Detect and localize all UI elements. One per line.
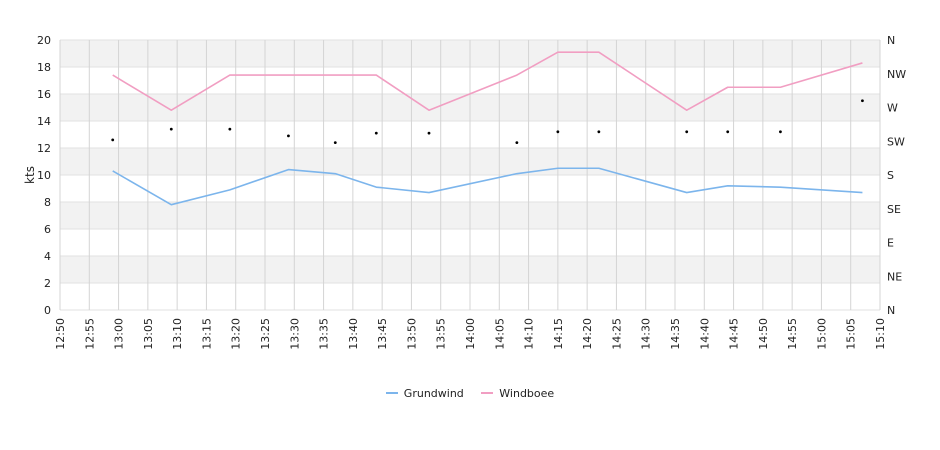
x-tick-label: 14:20 — [581, 318, 594, 350]
direction-tick-label: NW — [887, 68, 906, 81]
x-tick-label: 15:05 — [845, 318, 858, 350]
y-tick-label: 20 — [37, 34, 51, 47]
x-tick-label: 14:00 — [464, 318, 477, 350]
x-tick-label: 14:30 — [640, 318, 653, 350]
direction-point — [556, 130, 560, 134]
legend-item-windboee[interactable]: Windboee — [481, 387, 554, 400]
x-tick-label: 15:10 — [874, 318, 887, 350]
y-tick-label: 14 — [37, 115, 51, 128]
y-tick-label: 16 — [37, 88, 51, 101]
series-line-windboee — [112, 51, 863, 111]
y-tick-label: 6 — [44, 223, 51, 236]
x-tick-label: 13:45 — [376, 318, 389, 350]
y-tick-label: 8 — [44, 196, 51, 209]
y-tick-label: 4 — [44, 250, 51, 263]
x-tick-label: 14:55 — [786, 318, 799, 350]
legend-item-grundwind[interactable]: Grundwind — [385, 386, 464, 400]
direction-tick-label: SW — [887, 135, 905, 148]
x-tick-label: 15:00 — [815, 318, 828, 350]
y-tick-label: 2 — [44, 277, 51, 290]
x-tick-label: 13:10 — [171, 318, 184, 350]
x-tick-label: 13:50 — [405, 318, 418, 350]
series-line-grundwind — [112, 167, 863, 206]
direction-point — [779, 130, 782, 134]
direction-point — [427, 131, 431, 135]
x-tick-label: 14:45 — [728, 318, 741, 350]
direction-point — [685, 130, 689, 134]
legend-label-grundwind: Grundwind — [403, 386, 464, 400]
direction-point — [228, 127, 232, 131]
direction-point — [333, 141, 337, 145]
direction-point — [169, 127, 173, 131]
x-tick-label: 14:40 — [698, 318, 711, 350]
y-axis-title: kts — [23, 166, 37, 184]
direction-tick-label: S — [887, 169, 894, 182]
y-tick-label: 0 — [44, 304, 51, 317]
x-tick-label: 13:55 — [435, 318, 448, 350]
direction-points — [111, 99, 864, 145]
x-tick-label: 13:00 — [113, 318, 126, 350]
x-tick-label: 13:40 — [347, 318, 360, 350]
x-tick-label: 13:25 — [259, 318, 272, 350]
direction-axis-ticks: N NE E SE S SW W NW N — [887, 34, 906, 317]
x-tick-label: 14:10 — [523, 318, 536, 350]
x-tick-label: 14:50 — [757, 318, 770, 350]
direction-tick-label: E — [887, 237, 894, 250]
x-tick-label: 14:05 — [493, 318, 506, 350]
direction-point — [726, 130, 730, 134]
direction-point — [287, 134, 290, 138]
direction-tick-label: N — [887, 304, 895, 317]
x-tick-label: 14:15 — [552, 318, 565, 350]
x-tick-label: 13:35 — [318, 318, 331, 350]
y-tick-label: 12 — [37, 142, 51, 155]
x-tick-label: 14:35 — [669, 318, 682, 350]
y-tick-label: 18 — [37, 61, 51, 74]
direction-tick-label: N — [887, 34, 895, 47]
direction-tick-label: W — [887, 102, 898, 115]
x-tick-label: 13:05 — [142, 318, 155, 350]
legend-swatch-grundwind — [385, 392, 398, 394]
legend-label-windboee: Windboee — [499, 386, 555, 400]
x-axis-ticks: 12:50 12:55 13:00 13:05 13:10 13:15 13:20 13:25… — [54, 318, 887, 350]
x-tick-label: 14:25 — [610, 318, 623, 350]
series-lines — [112, 51, 863, 206]
x-tick-label: 13:30 — [288, 318, 301, 350]
x-tick-label: 13:20 — [230, 318, 243, 350]
direction-tick-label: SE — [887, 203, 901, 216]
x-tick-label: 12:50 — [54, 318, 67, 350]
x-tick-label: 13:15 — [200, 318, 213, 350]
y-tick-label: 10 — [37, 169, 51, 182]
legend-swatch-windboee — [481, 392, 494, 394]
direction-point — [111, 138, 115, 142]
y-axis-ticks: 0 2 4 6 8 10 12 14 16 18 20 — [37, 34, 51, 317]
vertical-grid — [59, 40, 881, 310]
direction-point — [861, 99, 864, 103]
legend: Grundwind Windboee — [0, 384, 940, 400]
direction-point — [515, 141, 519, 145]
x-tick-label: 12:55 — [83, 318, 96, 350]
direction-point — [374, 131, 378, 135]
direction-tick-label: NE — [887, 270, 902, 283]
direction-point — [597, 130, 601, 134]
